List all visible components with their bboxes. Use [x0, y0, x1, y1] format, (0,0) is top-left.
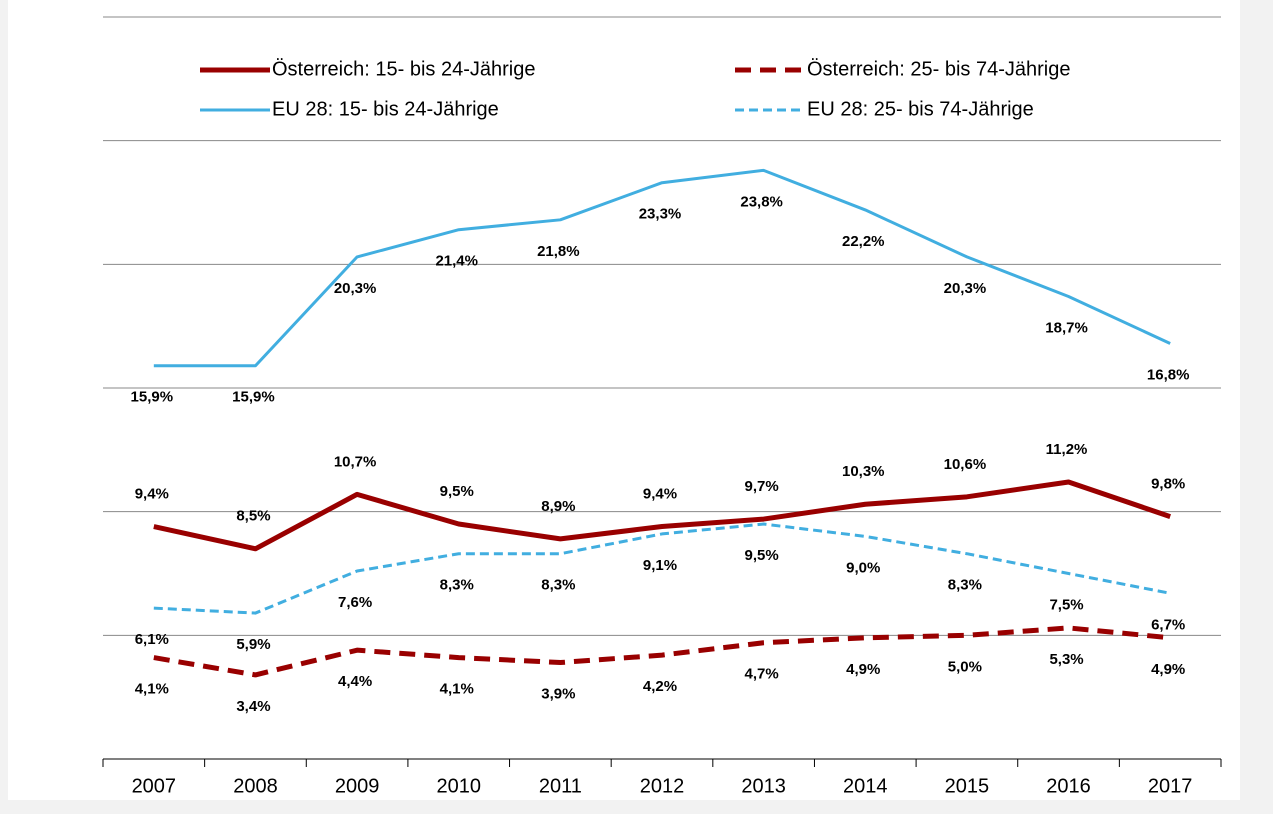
data-label: 9,4% [135, 485, 169, 502]
data-label: 3,9% [541, 686, 575, 703]
data-label: 4,9% [1151, 661, 1185, 678]
data-label: 9,1% [643, 557, 677, 574]
data-label: 10,3% [842, 463, 885, 480]
data-label: 8,3% [948, 577, 982, 594]
data-label: 20,3% [944, 280, 987, 297]
data-label: 8,9% [541, 498, 575, 515]
data-label: 9,5% [745, 547, 779, 564]
data-label: 11,2% [1046, 441, 1088, 458]
data-label: 7,6% [338, 594, 372, 611]
legend [125, 45, 1200, 128]
data-label: 4,7% [745, 666, 779, 683]
series-line [153, 168, 1171, 368]
data-label: 6,1% [135, 631, 169, 648]
data-label: 9,7% [745, 478, 779, 495]
series-line [153, 522, 1171, 615]
data-label: 4,9% [846, 661, 880, 678]
data-label: 15,9% [232, 389, 275, 406]
x-tick-label: 2009 [335, 775, 380, 797]
legend-label: Österreich: 25- bis 74-Jährige [807, 58, 1070, 80]
x-tick-label: 2012 [640, 775, 685, 797]
series-line [153, 625, 1171, 678]
data-label: 23,8% [740, 193, 783, 210]
data-label: 9,5% [440, 483, 474, 500]
data-label: 8,3% [440, 577, 474, 594]
x-tick-label: 2015 [945, 775, 990, 797]
data-label: 23,3% [639, 206, 682, 223]
data-label: 4,4% [338, 673, 372, 690]
series-line [153, 479, 1171, 552]
data-label: 4,2% [643, 678, 677, 695]
data-label: 7,5% [1049, 596, 1083, 613]
data-label: 16,8% [1147, 366, 1190, 383]
data-label: 8,5% [236, 508, 270, 525]
x-tick-label: 2010 [436, 775, 481, 797]
legend-label: EU 28: 25- bis 74-Jährige [807, 98, 1034, 120]
data-label: 18,7% [1045, 319, 1088, 336]
data-label: 3,4% [236, 698, 270, 715]
data-label: 22,2% [842, 233, 885, 250]
data-label: 15,9% [131, 389, 174, 406]
data-label: 10,7% [334, 453, 377, 470]
data-label: 5,3% [1049, 651, 1083, 668]
data-label: 21,4% [435, 253, 478, 270]
data-label: 5,9% [236, 636, 270, 653]
data-label: 9,0% [846, 559, 880, 576]
x-tick-label: 2011 [539, 775, 582, 797]
data-label: 10,6% [944, 456, 987, 473]
data-label: 9,8% [1151, 476, 1185, 493]
legend-label: Österreich: 15- bis 24-Jährige [272, 58, 535, 80]
x-tick-label: 2013 [741, 775, 786, 797]
data-label: 6,7% [1151, 616, 1185, 633]
x-tick-label: 2007 [132, 775, 177, 797]
data-label: 20,3% [334, 280, 377, 297]
data-label: 4,1% [135, 681, 169, 698]
x-tick-label: 2016 [1046, 775, 1091, 797]
data-label: 9,4% [643, 485, 677, 502]
data-label: 4,1% [440, 681, 474, 698]
x-tick-label: 2014 [843, 775, 888, 797]
data-label: 8,3% [541, 577, 575, 594]
data-label: 21,8% [537, 243, 580, 260]
x-tick-label: 2017 [1148, 775, 1193, 797]
legend-label: EU 28: 15- bis 24-Jährige [272, 98, 499, 120]
x-tick-label: 2008 [233, 775, 278, 797]
data-label: 5,0% [948, 658, 982, 675]
